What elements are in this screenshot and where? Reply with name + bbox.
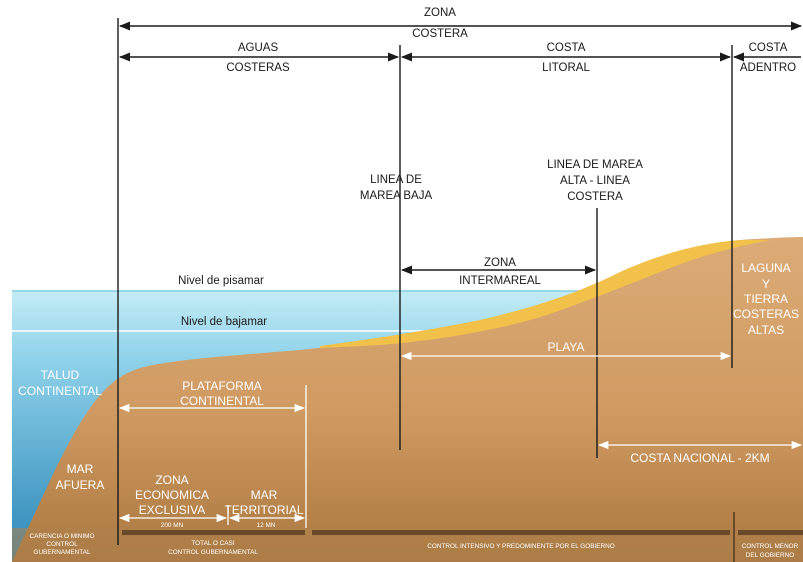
label-costa-nacional: COSTA NACIONAL - 2KM (630, 451, 769, 465)
label-plataforma-1: PLATAFORMA (182, 379, 262, 393)
label-zona-costera-1: ZONA (424, 7, 456, 19)
beach-sand (320, 240, 770, 348)
label-marea-baja-2: MAREA BAJA (360, 190, 433, 202)
label-menor-1: CONTROL MENOR (742, 543, 799, 550)
label-laguna-1: LAGUNA (741, 261, 790, 275)
label-costa-litoral-1: COSTA (547, 42, 586, 54)
label-marea-alta-3: COSTERA (567, 191, 623, 203)
label-talud-1: TALUD (41, 368, 80, 382)
label-aguas-costeras-2: COSTERAS (226, 62, 290, 74)
label-aguas-costeras-1: AGUAS (238, 42, 279, 54)
label-12mn: 12 MN (257, 522, 276, 529)
label-costa-adentro-1: COSTA (749, 42, 788, 54)
label-laguna-2: Y (762, 277, 770, 291)
label-bajamar: Nivel de bajamar (181, 316, 267, 328)
label-carencia-2: CONTROL (46, 541, 78, 548)
label-menor-2: DEL GOBIERNO (746, 552, 794, 559)
label-talud-2: CONTINENTAL (18, 384, 102, 398)
label-playa: PLAYA (548, 340, 585, 354)
label-laguna-4: COSTERAS (733, 307, 799, 321)
label-territorial-1: MAR (251, 488, 278, 502)
land-profile (12, 237, 803, 562)
label-intermareal-2: INTERMAREAL (459, 275, 541, 287)
label-marea-alta-2: ALTA - LINEA (560, 175, 630, 187)
label-200mn: 200 MN (161, 522, 184, 529)
label-economica-1: ZONA (155, 473, 188, 487)
control-bar-total (122, 530, 305, 535)
label-laguna-3: TIERRA (744, 292, 788, 306)
label-carencia-3: GUBERNAMENTAL (33, 549, 90, 556)
label-marea-baja-1: LINEA DE (370, 174, 422, 186)
label-economica-2: ECONOMICA (135, 488, 209, 502)
label-costa-litoral-2: LITORAL (542, 62, 590, 74)
label-mar-afuera-1: MAR (67, 462, 94, 476)
label-pisamar: Nivel de pisamar (178, 275, 264, 287)
label-laguna-5: ALTAS (748, 323, 784, 337)
label-mar-afuera-2: AFUERA (56, 478, 105, 492)
label-intermareal-1: ZONA (484, 257, 516, 269)
label-plataforma-2: CONTINENTAL (180, 394, 264, 408)
label-territorial-2: TERRITORIAL (224, 503, 303, 517)
label-total-2: CONTROL GUBERNAMENTAL (168, 549, 258, 556)
label-economica-3: EXCLUSIVA (139, 503, 205, 517)
label-zona-costera-2: COSTERA (412, 28, 468, 40)
control-bar-intensivo (312, 530, 730, 535)
label-carencia-1: CARENCIA O MINIMO (30, 533, 95, 540)
label-costa-adentro-2: ADENTRO (740, 62, 796, 74)
control-bar-menor (738, 530, 803, 535)
label-intensivo: CONTROL INTENSIVO Y PREDOMINENTE POR EL … (427, 543, 615, 550)
label-marea-alta-1: LINEA DE MAREA (547, 159, 643, 171)
label-total-1: TOTAL O CASI (191, 540, 234, 547)
